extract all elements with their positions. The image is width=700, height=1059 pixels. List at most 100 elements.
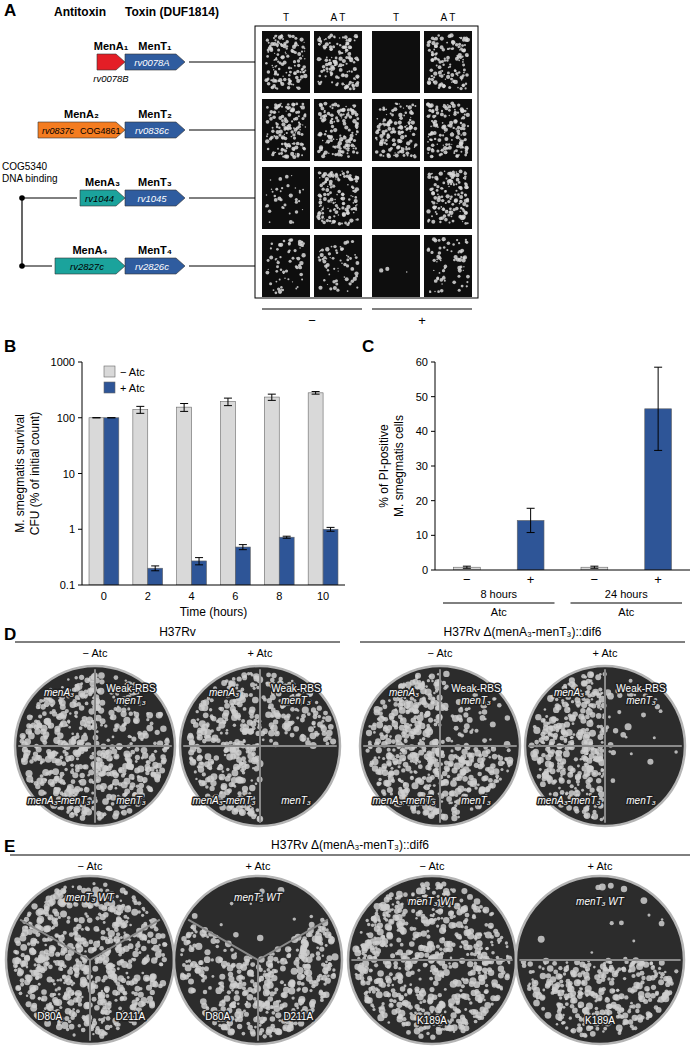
colony xyxy=(275,291,278,294)
colony xyxy=(339,44,341,46)
colony xyxy=(355,187,359,191)
column-label: T xyxy=(283,12,289,23)
colony xyxy=(269,221,271,223)
colony xyxy=(276,265,279,268)
colony xyxy=(346,223,349,226)
colony xyxy=(76,757,79,760)
colony xyxy=(439,221,441,223)
colony xyxy=(435,108,439,112)
condition-label: − Atc xyxy=(83,647,108,659)
colony xyxy=(464,222,467,225)
colony xyxy=(467,222,469,224)
colony xyxy=(295,103,298,106)
colony xyxy=(411,156,412,157)
colony xyxy=(438,65,442,69)
colony xyxy=(452,81,454,83)
colony xyxy=(146,718,149,721)
colony xyxy=(457,75,458,76)
colony xyxy=(341,196,345,200)
colony xyxy=(88,693,92,697)
colony xyxy=(390,147,393,150)
colony xyxy=(280,103,282,105)
colony xyxy=(329,42,331,44)
colony xyxy=(347,256,349,258)
toxin-name: MenT₂ xyxy=(138,108,172,120)
colony xyxy=(398,127,400,129)
colony xyxy=(329,59,331,61)
colony xyxy=(459,195,463,199)
colony xyxy=(458,181,461,184)
colony xyxy=(336,289,339,292)
colony xyxy=(277,287,280,290)
spot-image xyxy=(372,167,420,229)
colony xyxy=(444,106,448,110)
colony xyxy=(269,48,273,52)
colony xyxy=(349,178,353,182)
colony xyxy=(44,735,48,739)
tick-label: 0 xyxy=(422,564,428,576)
colony xyxy=(329,210,332,213)
colony xyxy=(342,212,346,216)
colony xyxy=(125,679,127,681)
category-label: − xyxy=(463,572,471,587)
colony xyxy=(294,72,296,74)
colony xyxy=(320,253,324,257)
colony xyxy=(288,145,291,148)
bar xyxy=(308,393,323,585)
colony xyxy=(347,108,350,111)
colony xyxy=(460,207,462,209)
colony xyxy=(453,127,455,129)
colony xyxy=(295,187,297,189)
colony xyxy=(150,721,154,725)
colony xyxy=(102,770,105,773)
colony xyxy=(301,133,304,136)
colony xyxy=(457,266,461,270)
colony xyxy=(275,107,277,109)
colony xyxy=(333,245,336,248)
colony xyxy=(337,268,338,269)
colony xyxy=(456,55,458,57)
colony xyxy=(295,210,299,214)
colony xyxy=(336,194,338,196)
colony xyxy=(351,84,353,86)
colony xyxy=(111,802,115,806)
colony xyxy=(431,78,434,81)
colony xyxy=(295,153,296,154)
colony xyxy=(347,184,349,186)
colony xyxy=(341,150,345,154)
colony xyxy=(295,117,299,121)
colony xyxy=(277,148,279,150)
colony xyxy=(343,175,346,178)
colony xyxy=(343,135,345,137)
colony xyxy=(287,107,289,109)
colony xyxy=(438,86,441,89)
colony xyxy=(437,198,441,202)
colony xyxy=(270,79,272,81)
toxin-name: MenT₄ xyxy=(138,244,172,256)
colony xyxy=(443,74,445,76)
category-label: 4 xyxy=(189,590,195,602)
colony xyxy=(289,71,292,74)
colony xyxy=(333,215,335,217)
bar xyxy=(177,407,192,585)
colony xyxy=(457,251,459,253)
colony xyxy=(321,107,325,111)
colony xyxy=(353,77,356,80)
colony xyxy=(428,136,430,138)
colony xyxy=(270,137,272,139)
colony xyxy=(298,115,300,117)
colony xyxy=(462,38,466,42)
colony xyxy=(451,203,454,206)
colony xyxy=(323,102,327,106)
colony xyxy=(466,38,470,42)
colony xyxy=(414,127,418,131)
tick-label: 10 xyxy=(416,529,428,541)
colony xyxy=(431,75,433,77)
colony xyxy=(430,173,432,175)
colony xyxy=(279,279,281,281)
colony xyxy=(448,109,451,112)
colony xyxy=(348,70,350,72)
colony xyxy=(321,119,325,123)
colony xyxy=(458,46,461,49)
colony xyxy=(343,122,347,126)
